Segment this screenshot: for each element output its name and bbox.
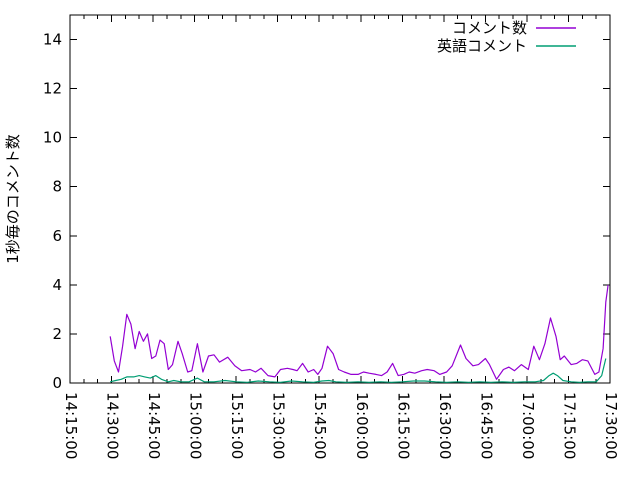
x-tick-label: 15:45:00 [311,392,329,459]
series-line-comments [109,284,609,380]
y-tick-label: 14 [43,31,62,49]
plot-border [69,14,611,384]
x-tick-label: 16:15:00 [394,392,412,459]
series-line-english-comments [110,358,607,383]
x-tick-label: 14:45:00 [145,392,163,459]
x-tick-label: 16:45:00 [477,392,495,459]
x-tick-label: 14:15:00 [62,392,80,459]
x-tick-label: 17:30:00 [602,392,620,459]
x-tick-label: 15:00:00 [187,392,205,459]
x-tick-label: 15:15:00 [228,392,246,459]
x-tick-label: 16:00:00 [353,392,371,459]
y-tick-label: 12 [43,80,62,98]
y-tick-label: 4 [52,276,62,294]
y-tick-label: 0 [52,374,62,392]
legend-label: 英語コメント [437,37,527,55]
x-tick-label: 16:30:00 [436,392,454,459]
x-tick-label: 17:00:00 [519,392,537,459]
y-tick-label: 10 [43,129,62,147]
x-tick-label: 14:30:00 [104,392,122,459]
y-tick-label: 2 [52,325,62,343]
x-tick-label: 15:30:00 [270,392,288,459]
y-tick-label: 6 [52,227,62,245]
y-tick-label: 8 [52,178,62,196]
x-tick-label: 17:15:00 [560,392,578,459]
legend-label: コメント数 [452,19,527,37]
y-axis-title: 1秒毎のコメント数 [4,134,22,264]
